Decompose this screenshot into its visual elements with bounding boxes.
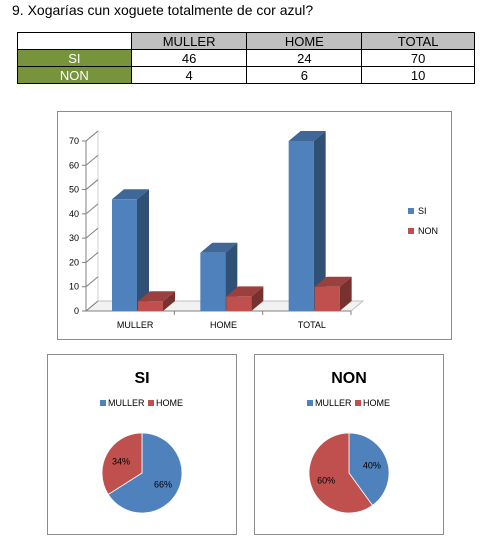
bar-si-total bbox=[288, 141, 314, 311]
y-tick-diagonal bbox=[85, 227, 99, 239]
y-tick-diagonal bbox=[85, 154, 99, 166]
bar-side bbox=[339, 276, 352, 311]
legend-label: NON bbox=[418, 226, 438, 236]
bar-side bbox=[251, 286, 264, 311]
table-cell: 6 bbox=[246, 66, 363, 84]
bar-top bbox=[112, 189, 149, 200]
pie-data-label: 60% bbox=[317, 475, 335, 485]
pie-title: NON bbox=[331, 370, 367, 387]
bar-side bbox=[137, 189, 149, 311]
bar-non-muller bbox=[138, 301, 163, 311]
legend-swatch bbox=[148, 400, 154, 406]
legend-swatch bbox=[355, 400, 361, 406]
y-tick-label: 40 bbox=[69, 209, 79, 219]
x-tick-label: HOME bbox=[210, 320, 237, 330]
pie-chart-non: NON MULLER HOME 40% 60% bbox=[307, 370, 390, 514]
y-tick-label: 0 bbox=[74, 306, 79, 316]
table-cell: 70 bbox=[361, 49, 475, 67]
legend-label: MULLER bbox=[108, 398, 145, 408]
table-cell: 46 bbox=[130, 49, 248, 67]
table-cell: 24 bbox=[246, 49, 363, 67]
legend-label: HOME bbox=[156, 398, 183, 408]
pie-chart-si-panel: SI MULLER HOME 66% 34% bbox=[47, 354, 237, 535]
y-tick-label: 10 bbox=[69, 282, 79, 292]
side-wall bbox=[85, 129, 99, 313]
bar-si-muller bbox=[112, 199, 137, 311]
bar-top bbox=[200, 242, 238, 253]
x-tick-label: TOTAL bbox=[298, 320, 326, 330]
legend-swatch bbox=[307, 400, 313, 406]
bar-non-home bbox=[226, 296, 252, 311]
pie-data-label: 34% bbox=[112, 456, 130, 466]
table-corner-cell bbox=[17, 32, 132, 50]
x-tick-label: MULLER bbox=[117, 320, 154, 330]
pie-chart-si: SI MULLER HOME 66% 34% bbox=[100, 370, 183, 514]
pie-data-label: 40% bbox=[363, 461, 381, 471]
y-tick-diagonal bbox=[85, 252, 99, 263]
table-row-label: NON bbox=[17, 66, 132, 84]
table-header-home: HOME bbox=[246, 32, 363, 50]
pie-title: SI bbox=[134, 370, 149, 387]
table-header-total: TOTAL bbox=[361, 32, 475, 50]
y-tick-label: 60 bbox=[69, 160, 79, 170]
pie-data-label: 66% bbox=[154, 480, 172, 490]
y-tick-diagonal bbox=[85, 300, 99, 312]
legend-label: HOME bbox=[363, 398, 390, 408]
y-tick-label: 70 bbox=[69, 136, 79, 146]
question-title: 9. Xogarías cun xoguete totalmente de co… bbox=[12, 2, 314, 18]
bar-chart: 0 10 20 30 40 50 60 70 MULLER HOME TOTAL SI NON bbox=[69, 129, 438, 330]
data-table: MULLER HOME TOTAL SI 46 24 70 NON 4 6 10 bbox=[17, 32, 475, 84]
bar-side bbox=[163, 291, 175, 311]
bar-non-total bbox=[314, 286, 340, 311]
bar-chart-panel: 0 10 20 30 40 50 60 70 MULLER HOME TOTAL SI NON bbox=[57, 111, 452, 340]
table-cell: 10 bbox=[361, 66, 475, 84]
pie-slice-muller bbox=[107, 432, 183, 514]
table-row-label: SI bbox=[17, 49, 132, 67]
legend-swatch bbox=[408, 208, 414, 214]
legend-swatch bbox=[408, 228, 414, 234]
bar-si-home bbox=[200, 252, 226, 311]
table-row: NON 4 6 10 bbox=[17, 66, 475, 84]
legend-label: SI bbox=[418, 206, 427, 216]
y-tick-label: 50 bbox=[69, 185, 79, 195]
pie-slice-home bbox=[101, 432, 143, 495]
table-cell: 4 bbox=[130, 66, 248, 84]
y-tick-diagonal bbox=[85, 276, 99, 288]
y-tick-diagonal bbox=[85, 179, 99, 190]
y-tick-diagonal bbox=[85, 130, 99, 142]
table-header-muller: MULLER bbox=[130, 32, 248, 50]
legend-label: MULLER bbox=[315, 398, 352, 408]
table-row: SI 46 24 70 bbox=[17, 49, 475, 67]
legend-swatch bbox=[100, 400, 106, 406]
y-tick-diagonal bbox=[85, 203, 99, 215]
bar-top bbox=[288, 131, 326, 141]
table-header-row: MULLER HOME TOTAL bbox=[17, 32, 475, 50]
bar-top bbox=[226, 286, 264, 297]
bar-top bbox=[138, 291, 175, 302]
y-tick-label: 30 bbox=[69, 233, 79, 243]
pie-slice-muller bbox=[348, 432, 390, 506]
bar-side bbox=[313, 131, 326, 311]
pie-slice-home bbox=[308, 432, 374, 514]
pie-chart-non-panel: NON MULLER HOME 40% 60% bbox=[254, 354, 444, 535]
bar-top bbox=[314, 276, 352, 287]
y-tick-label: 20 bbox=[69, 257, 79, 267]
